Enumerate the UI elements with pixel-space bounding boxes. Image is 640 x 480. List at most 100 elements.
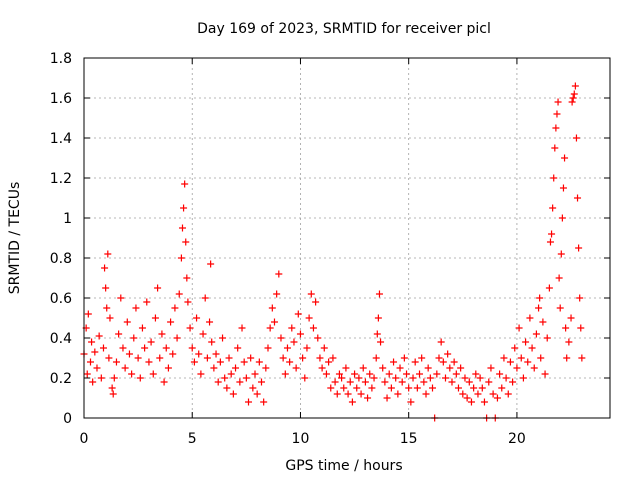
data-point bbox=[450, 358, 458, 366]
data-point bbox=[160, 378, 168, 386]
data-point bbox=[117, 294, 125, 302]
data-point bbox=[255, 358, 263, 366]
data-point bbox=[316, 354, 324, 362]
y-tick-label: 1.8 bbox=[50, 51, 72, 67]
data-point bbox=[234, 344, 242, 352]
data-point bbox=[470, 384, 478, 392]
data-point bbox=[472, 370, 480, 378]
data-point bbox=[536, 294, 544, 302]
data-point bbox=[409, 374, 417, 382]
data-point bbox=[444, 350, 452, 358]
data-point bbox=[396, 364, 404, 372]
data-point bbox=[342, 364, 350, 372]
data-point bbox=[355, 374, 363, 382]
data-point bbox=[480, 398, 488, 406]
data-point bbox=[563, 354, 571, 362]
data-point bbox=[182, 238, 190, 246]
data-point bbox=[143, 298, 151, 306]
data-point bbox=[105, 354, 113, 362]
data-point bbox=[106, 314, 114, 322]
data-point bbox=[119, 344, 127, 352]
data-point bbox=[138, 324, 146, 332]
data-point bbox=[210, 364, 218, 372]
data-point bbox=[266, 324, 274, 332]
data-point bbox=[89, 378, 97, 386]
data-point bbox=[383, 394, 391, 402]
data-point bbox=[411, 358, 419, 366]
data-point bbox=[381, 378, 389, 386]
data-point bbox=[207, 260, 215, 268]
y-tick-label: 0.8 bbox=[50, 251, 72, 267]
data-point bbox=[184, 298, 192, 306]
data-point bbox=[379, 364, 387, 372]
data-point bbox=[190, 358, 198, 366]
data-point bbox=[426, 374, 434, 382]
data-point bbox=[463, 394, 471, 402]
data-point bbox=[372, 354, 380, 362]
data-point bbox=[320, 344, 328, 352]
data-point bbox=[416, 370, 424, 378]
data-point bbox=[439, 358, 447, 366]
data-point bbox=[387, 384, 395, 392]
data-point bbox=[145, 358, 153, 366]
y-tick-label: 0.2 bbox=[50, 371, 72, 387]
data-point bbox=[225, 354, 233, 362]
data-point bbox=[375, 290, 383, 298]
data-point bbox=[195, 350, 203, 358]
data-point bbox=[238, 324, 246, 332]
x-tick-label: 5 bbox=[188, 431, 197, 447]
data-point bbox=[346, 378, 354, 386]
data-point bbox=[156, 354, 164, 362]
data-point bbox=[437, 338, 445, 346]
data-point bbox=[242, 374, 250, 382]
data-point bbox=[221, 374, 229, 382]
data-point bbox=[435, 354, 443, 362]
data-point bbox=[208, 338, 216, 346]
data-point bbox=[178, 224, 186, 232]
data-point bbox=[109, 390, 117, 398]
data-point bbox=[487, 364, 495, 372]
data-point bbox=[247, 354, 255, 362]
data-point bbox=[216, 358, 224, 366]
data-point bbox=[270, 318, 278, 326]
data-point bbox=[309, 324, 317, 332]
data-point bbox=[264, 344, 272, 352]
data-point bbox=[394, 390, 402, 398]
data-point bbox=[554, 98, 562, 106]
data-point bbox=[370, 374, 378, 382]
data-point bbox=[262, 364, 270, 372]
data-point bbox=[392, 374, 400, 382]
data-point bbox=[558, 214, 566, 222]
data-point bbox=[366, 370, 374, 378]
data-point bbox=[454, 384, 462, 392]
data-point bbox=[88, 338, 96, 346]
data-point bbox=[545, 284, 553, 292]
data-point bbox=[575, 244, 583, 252]
data-point bbox=[493, 394, 501, 402]
data-point bbox=[498, 384, 506, 392]
chart-title: Day 169 of 2023, SRMTID for receiver pic… bbox=[197, 21, 491, 37]
data-point bbox=[275, 270, 283, 278]
data-point bbox=[561, 154, 569, 162]
data-point bbox=[517, 354, 525, 362]
data-point bbox=[115, 330, 123, 338]
data-point bbox=[329, 354, 337, 362]
data-point bbox=[294, 310, 302, 318]
data-point bbox=[260, 398, 268, 406]
data-points bbox=[80, 82, 586, 422]
data-point bbox=[555, 274, 563, 282]
data-point bbox=[338, 374, 346, 382]
data-point bbox=[283, 344, 291, 352]
data-point bbox=[515, 324, 523, 332]
data-point bbox=[333, 390, 341, 398]
data-point bbox=[557, 250, 565, 258]
data-point bbox=[522, 338, 530, 346]
data-point bbox=[173, 334, 181, 342]
data-point bbox=[229, 390, 237, 398]
data-point bbox=[407, 398, 415, 406]
data-point bbox=[101, 264, 109, 272]
data-point bbox=[175, 290, 183, 298]
data-point bbox=[181, 180, 189, 188]
data-point bbox=[565, 338, 573, 346]
data-point bbox=[177, 254, 185, 262]
